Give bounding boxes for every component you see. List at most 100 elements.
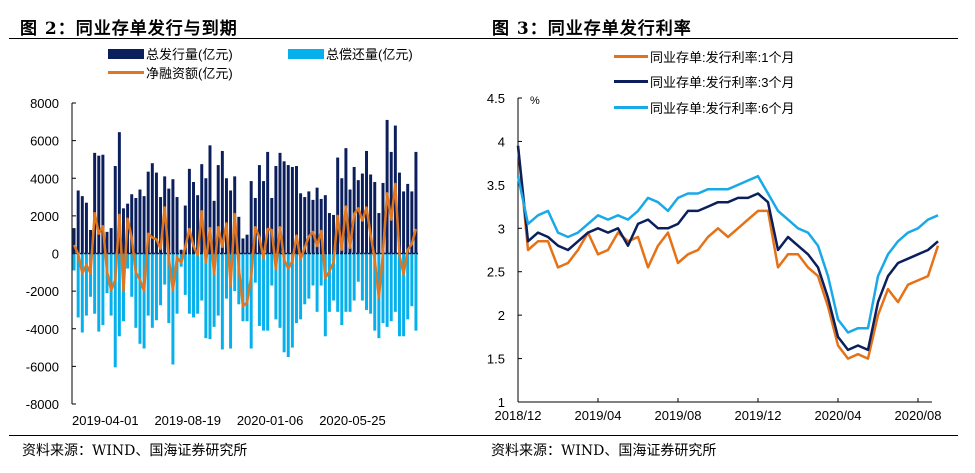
- left-chart: 8000 6000 4000 2000 0 -2000 -4000 -6000 -8000 201…: [26, 96, 418, 428]
- repayment-bar: [389, 253, 393, 322]
- issuance-bar: [352, 166, 356, 254]
- repayment-bar: [360, 253, 364, 301]
- issuance-bar: [323, 195, 327, 254]
- repayment-bar: [97, 253, 101, 332]
- issuance-bar: [290, 166, 294, 254]
- repayment-bar: [76, 253, 80, 318]
- left-figure: 图 2：同业存单发行与到期 总发行量(亿元) 总偿还量(亿元) 净融资额(亿元)…: [0, 0, 480, 473]
- repayment-bar: [117, 253, 121, 337]
- issuance-bar: [286, 165, 290, 254]
- repayment-bar: [72, 253, 76, 271]
- repayment-bar: [146, 253, 150, 316]
- repayment-bar: [229, 253, 233, 349]
- x-tick-label: 2020/04: [815, 408, 862, 423]
- issuance-bar: [344, 148, 348, 254]
- right-source-note: 资料来源：WIND、国海证券研究所: [491, 443, 717, 459]
- legend-label-rate-3m: 同业存单:发行利率:3个月: [650, 75, 795, 90]
- repayment-bar: [171, 253, 175, 365]
- issuance-bar: [253, 198, 257, 254]
- repayment-bar: [356, 253, 360, 282]
- right-figure-title: 图 3：同业存单发行利率: [492, 19, 692, 39]
- issuance-bar: [80, 196, 84, 254]
- y-tick-label: -6000: [26, 359, 59, 374]
- repayment-bar: [134, 253, 138, 328]
- repayment-bar: [381, 253, 385, 324]
- issuance-bar: [332, 214, 336, 254]
- y-tick-label: -2000: [26, 284, 59, 299]
- repayment-bar: [311, 253, 315, 286]
- y-tick-label: -4000: [26, 322, 59, 337]
- repayment-bar: [216, 253, 220, 316]
- issuance-bar: [327, 213, 331, 254]
- issuance-bar: [76, 190, 80, 254]
- issuance-bar: [154, 172, 158, 254]
- issuance-bar: [212, 200, 216, 254]
- repayment-bar: [220, 253, 224, 350]
- repayment-bar: [315, 253, 319, 312]
- issuance-bar: [262, 181, 266, 254]
- repayment-bar: [303, 253, 307, 305]
- repayment-bar: [233, 253, 237, 292]
- x-tick-label: 2018/12: [495, 408, 542, 423]
- repayment-bar: [163, 253, 167, 285]
- repayment-bar: [286, 253, 290, 357]
- repayment-bar: [187, 253, 191, 314]
- repayment-bar: [402, 253, 406, 337]
- issuance-bar: [278, 152, 282, 254]
- left-title-rule: [9, 38, 480, 39]
- issuance-bar: [175, 197, 179, 254]
- issuance-bar: [204, 178, 208, 254]
- issuance-bar: [270, 198, 274, 254]
- y-tick-label: 6000: [30, 134, 59, 149]
- issuance-bar: [192, 182, 195, 254]
- y-tick-label: 4: [498, 134, 505, 149]
- repayment-bar: [138, 253, 142, 344]
- repayment-bar: [278, 253, 282, 328]
- issuance-bar: [406, 183, 410, 254]
- issuance-bar: [93, 152, 97, 254]
- issuance-bar: [299, 193, 303, 254]
- legend-item-rate-1m: 同业存单:发行利率:1个月: [614, 47, 794, 66]
- x-tick-label: 2019/04: [575, 408, 622, 423]
- legend-swatch-rate-1m: [614, 55, 648, 58]
- issuance-bar: [159, 197, 163, 254]
- issuance-bar: [356, 180, 360, 254]
- y-tick-label: 4000: [30, 171, 59, 186]
- repayment-bar: [295, 253, 298, 324]
- y-tick-label: 1: [498, 395, 505, 410]
- repayment-bar: [365, 253, 368, 310]
- issuance-bar: [146, 171, 150, 254]
- repayment-bar: [340, 253, 344, 325]
- left-source-note: 资料来源：WIND、国海证券研究所: [22, 443, 248, 459]
- issuance-bar: [369, 174, 373, 254]
- issuance-bar: [397, 172, 401, 254]
- y-tick-label: 4.5: [487, 91, 505, 106]
- issuance-bar: [274, 166, 278, 254]
- issuance-bar: [105, 231, 109, 254]
- issuance-bar: [360, 173, 364, 254]
- repayment-bar: [323, 253, 327, 337]
- legend-item-issuance: 总发行量(亿元): [108, 44, 233, 63]
- issuance-bar: [208, 145, 212, 254]
- issuance-bar: [84, 202, 88, 254]
- issuance-bar: [365, 150, 368, 254]
- issuance-bar: [200, 164, 204, 254]
- issuance-bar: [348, 189, 352, 254]
- repayment-bar: [80, 253, 84, 333]
- issuance-bar: [97, 155, 101, 254]
- repayment-bar: [113, 253, 117, 368]
- rate-line-6m: [516, 174, 939, 334]
- y-unit-label: %: [530, 95, 540, 107]
- repayment-bar: [89, 253, 93, 297]
- y-tick-label: -8000: [26, 397, 59, 412]
- issuance-bar: [336, 157, 340, 254]
- legend-item-rate-6m: 同业存单:发行利率:6个月: [614, 98, 794, 117]
- repayment-bar: [262, 253, 266, 331]
- issuance-bar: [389, 151, 393, 254]
- repayment-bar: [270, 253, 274, 286]
- issuance-bar: [402, 191, 406, 254]
- repayment-bar: [327, 253, 331, 312]
- left-figure-title: 图 2：同业存单发行与到期: [20, 19, 238, 39]
- issuance-bar: [241, 238, 245, 254]
- issuance-bar: [249, 181, 253, 254]
